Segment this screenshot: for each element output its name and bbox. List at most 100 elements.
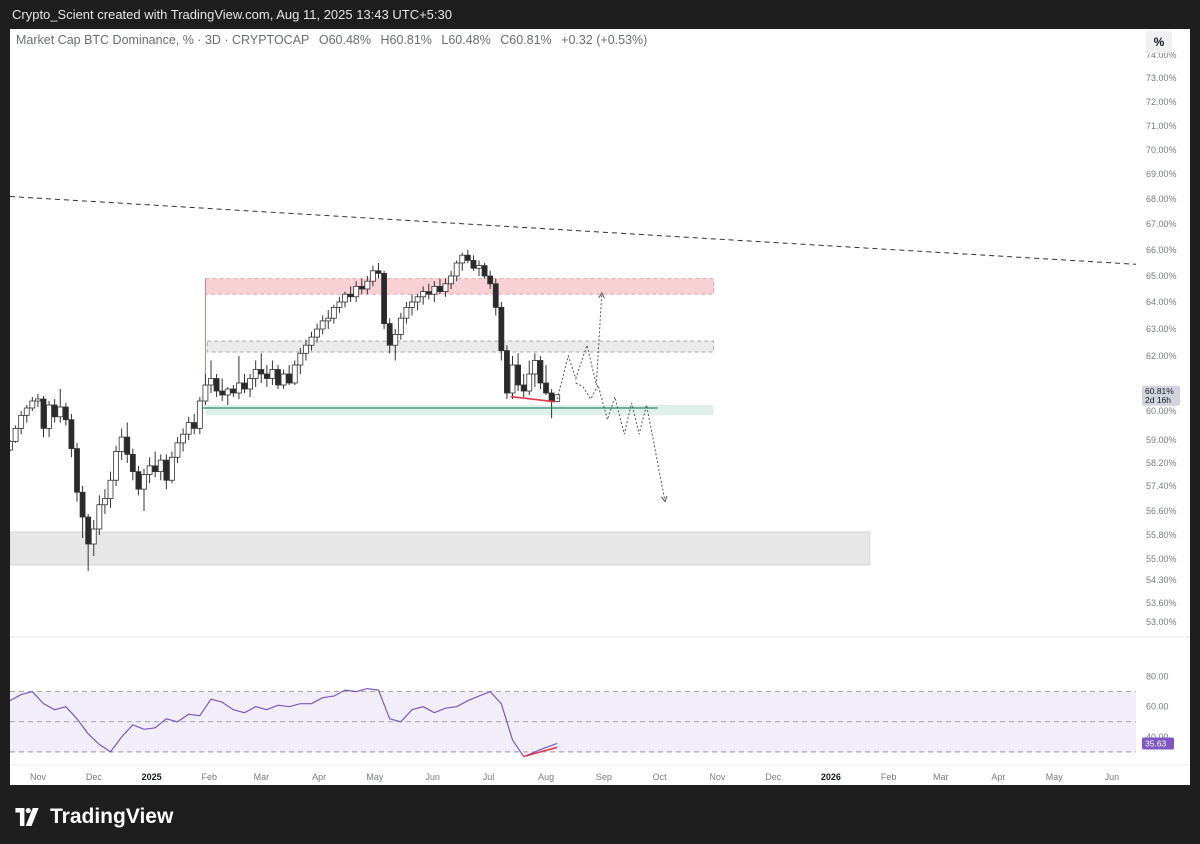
candle[interactable]: [219, 390, 226, 396]
candle[interactable]: [397, 317, 404, 335]
chart-canvas[interactable]: 74.00% 73.00% 72.00% 71.00% 70.00% 69.00% 68.0…: [10, 29, 1190, 785]
candle[interactable]: [40, 398, 47, 429]
candle[interactable]: [102, 498, 108, 506]
candle[interactable]: [531, 360, 538, 375]
candle[interactable]: [163, 459, 170, 481]
candle[interactable]: [12, 427, 19, 442]
candle[interactable]: [476, 265, 482, 269]
candle[interactable]: [336, 301, 343, 308]
candle[interactable]: [18, 414, 25, 429]
candle[interactable]: [146, 465, 153, 475]
candle[interactable]: [414, 296, 421, 303]
candle[interactable]: [141, 474, 147, 490]
candle[interactable]: [297, 352, 304, 366]
candle[interactable]: [448, 275, 454, 285]
candle[interactable]: [224, 388, 231, 396]
current-price-badge[interactable]: [1142, 385, 1180, 406]
candle[interactable]: [453, 262, 460, 277]
candle[interactable]: [487, 275, 494, 285]
zone-resistance[interactable]: [204, 278, 715, 295]
candle[interactable]: [520, 384, 527, 392]
rsi-line[interactable]: [10, 687, 558, 758]
candle[interactable]: [314, 328, 320, 338]
percent-scale-button[interactable]: %: [1146, 31, 1172, 53]
candle[interactable]: [275, 369, 281, 386]
candle[interactable]: [347, 293, 354, 298]
candle[interactable]: [420, 291, 427, 298]
candle[interactable]: [113, 451, 119, 481]
tradingview-logo[interactable]: TradingView: [12, 805, 173, 829]
candle[interactable]: [135, 471, 142, 490]
candle[interactable]: [353, 285, 360, 298]
candle[interactable]: [252, 369, 259, 379]
candle[interactable]: [107, 479, 114, 499]
candle[interactable]: [157, 459, 164, 473]
candle[interactable]: [392, 333, 399, 346]
candle[interactable]: [364, 280, 371, 290]
candle[interactable]: [515, 364, 521, 386]
candle[interactable]: [241, 382, 248, 390]
candle[interactable]: [236, 382, 242, 394]
candle[interactable]: [185, 422, 192, 435]
candle[interactable]: [370, 270, 376, 282]
candle[interactable]: [247, 378, 253, 390]
candle[interactable]: [431, 285, 438, 295]
candle[interactable]: [409, 301, 415, 308]
candle[interactable]: [51, 404, 58, 418]
candle[interactable]: [169, 456, 175, 481]
candle[interactable]: [425, 291, 432, 295]
candle[interactable]: [96, 504, 103, 530]
candle[interactable]: [381, 272, 387, 324]
candle[interactable]: [90, 528, 97, 545]
candle[interactable]: [29, 400, 36, 409]
candle[interactable]: [291, 364, 298, 384]
candle[interactable]: [403, 306, 410, 319]
projection-down-path[interactable]: [575, 382, 666, 502]
candle[interactable]: [152, 465, 159, 473]
candle[interactable]: [191, 422, 198, 429]
candle[interactable]: [208, 378, 214, 386]
candle[interactable]: [375, 270, 382, 274]
candle[interactable]: [342, 293, 348, 303]
candle[interactable]: [459, 254, 466, 264]
candle[interactable]: [286, 373, 293, 384]
candle[interactable]: [129, 453, 136, 473]
candle[interactable]: [437, 285, 443, 292]
candle[interactable]: [470, 259, 477, 269]
candle[interactable]: [319, 320, 326, 330]
projection-up-path[interactable]: [556, 292, 603, 400]
candle[interactable]: [46, 404, 52, 429]
candle[interactable]: [537, 360, 544, 384]
candle[interactable]: [202, 384, 209, 402]
candle[interactable]: [85, 516, 92, 545]
rsi-divergence-line[interactable]: [523, 746, 558, 758]
candle[interactable]: [303, 344, 309, 354]
candle[interactable]: [213, 378, 220, 392]
candle[interactable]: [23, 407, 30, 416]
candle[interactable]: [269, 369, 276, 379]
candle[interactable]: [509, 364, 516, 394]
zone-support[interactable]: [205, 405, 714, 416]
candle[interactable]: [62, 406, 69, 421]
candle[interactable]: [180, 433, 186, 444]
candle[interactable]: [196, 400, 203, 429]
zone-demand[interactable]: [10, 531, 871, 566]
candle[interactable]: [10, 441, 13, 451]
candle[interactable]: [68, 419, 75, 450]
candle[interactable]: [57, 406, 64, 418]
candle[interactable]: [543, 382, 549, 394]
candle[interactable]: [124, 436, 131, 455]
candle[interactable]: [308, 336, 315, 346]
zone-range[interactable]: [206, 340, 715, 353]
candle[interactable]: [386, 323, 393, 346]
candle[interactable]: [526, 373, 533, 392]
candle[interactable]: [263, 373, 270, 379]
candle[interactable]: [498, 306, 505, 351]
candle[interactable]: [481, 265, 488, 277]
candle[interactable]: [35, 398, 41, 402]
price-divergence-line[interactable]: [510, 395, 556, 403]
candle[interactable]: [504, 350, 510, 394]
chart-frame[interactable]: 74.00% 73.00% 72.00% 71.00% 70.00% 69.00% 68.0…: [10, 29, 1190, 785]
candle[interactable]: [330, 306, 337, 319]
candle[interactable]: [258, 369, 265, 375]
